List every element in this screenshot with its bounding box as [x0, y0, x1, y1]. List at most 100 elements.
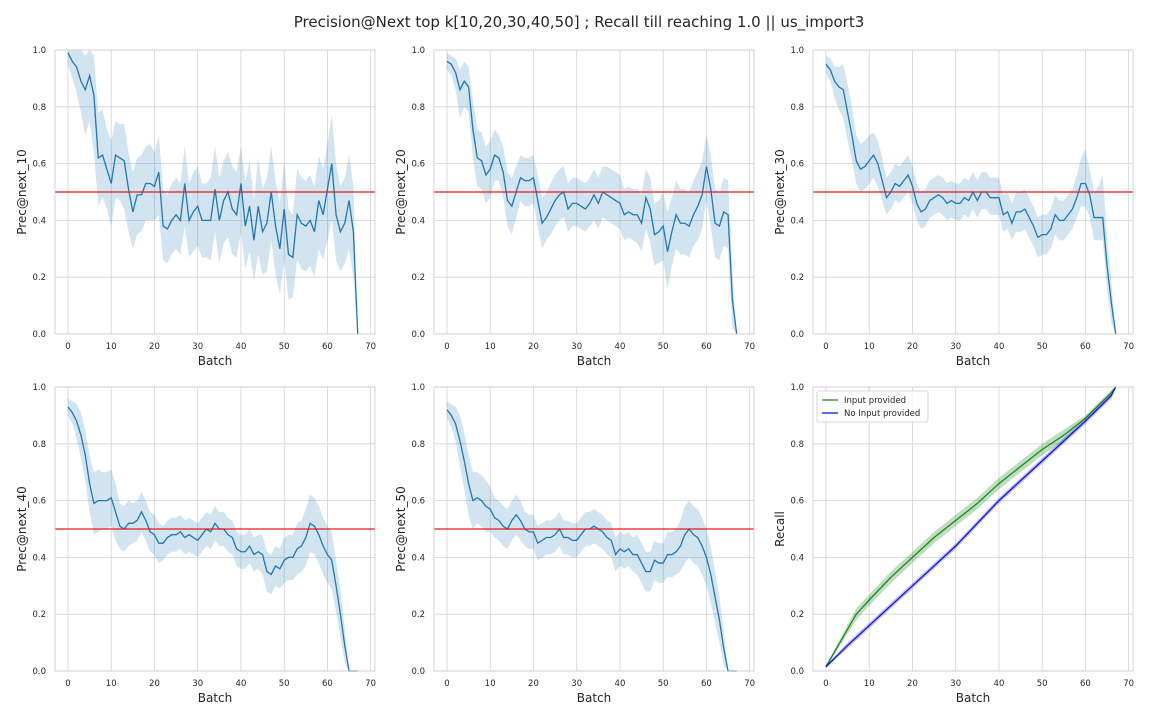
precision-line — [825, 63, 1117, 335]
x-tick-label: 50 — [1037, 342, 1048, 352]
x-tick-label: 60 — [322, 679, 333, 689]
y-tick-label: 0.8 — [32, 440, 46, 450]
y-tick-label: 0.4 — [32, 216, 46, 226]
subplot-1: 0 10 20 30 40 50 60 70 0.0 0.2 0.4 0.6 0.8 1.0 Batch Pr… — [15, 46, 376, 368]
y-tick-label: 0.0 — [411, 330, 425, 340]
y-tick-label: 0.6 — [790, 497, 804, 507]
x-axis-label: Batch — [198, 354, 233, 368]
x-axis-label: Batch — [956, 354, 991, 368]
x-tick-label: 0 — [823, 342, 828, 352]
y-tick-label: 0.0 — [411, 667, 425, 677]
x-tick-label: 30 — [950, 342, 961, 352]
y-tick-label: 0.6 — [411, 497, 425, 507]
x-tick-label: 70 — [1123, 679, 1134, 689]
y-axis-label: Prec@next_30 — [773, 149, 787, 235]
y-tick-label: 0.6 — [411, 160, 425, 170]
y-tick-label: 0.6 — [32, 160, 46, 170]
x-tick-label: 70 — [365, 679, 376, 689]
legend-box — [816, 390, 929, 423]
x-tick-label: 50 — [658, 679, 669, 689]
y-tick-label: 0.2 — [790, 273, 804, 283]
x-tick-label: 50 — [279, 342, 290, 352]
y-tick-label: 0.6 — [790, 160, 804, 170]
y-tick-label: 0.0 — [790, 330, 804, 340]
x-tick-label: 30 — [192, 679, 203, 689]
confidence-band — [446, 52, 737, 335]
x-tick-label: 60 — [322, 342, 333, 352]
x-tick-label: 0 — [823, 679, 828, 689]
x-tick-label: 20 — [149, 679, 160, 689]
x-tick-label: 50 — [279, 679, 290, 689]
x-tick-label: 30 — [571, 342, 582, 352]
y-tick-label: 1.0 — [411, 383, 425, 393]
x-tick-label: 10 — [864, 342, 875, 352]
x-tick-label: 40 — [615, 679, 626, 689]
input-provided-band — [825, 387, 1116, 669]
subplot-3: 0 10 20 30 40 50 60 70 0.0 0.2 0.4 0.6 0.8 1.0 Batch Pr… — [773, 46, 1134, 368]
x-tick-label: 40 — [236, 342, 247, 352]
x-tick-label: 40 — [236, 679, 247, 689]
plot-area — [813, 387, 1133, 671]
x-tick-label: 40 — [994, 679, 1005, 689]
plot-frame — [54, 49, 376, 335]
x-tick-label: 0 — [444, 342, 449, 352]
y-tick-label: 0.2 — [32, 610, 46, 620]
plot-frame — [433, 386, 755, 672]
subplot-6: 0 10 20 30 40 50 60 70 0.0 0.2 0.4 0.6 0.8 1.0 Batch Re… — [773, 383, 1134, 705]
y-tick-label: 0.2 — [411, 610, 425, 620]
y-axis-label: Prec@next_10 — [15, 149, 29, 235]
y-tick-label: 0.8 — [32, 103, 46, 113]
precision-line — [446, 409, 737, 672]
y-tick-label: 0.4 — [790, 553, 804, 563]
x-tick-label: 60 — [701, 679, 712, 689]
figure-title: Precision@Next top k[10,20,30,40,50] ; R… — [294, 13, 865, 32]
y-tick-label: 1.0 — [32, 46, 46, 56]
x-axis-label: Batch — [577, 691, 612, 705]
x-tick-label: 70 — [744, 342, 755, 352]
precision-line — [67, 406, 358, 672]
y-tick-label: 0.8 — [411, 440, 425, 450]
x-tick-label: 20 — [528, 679, 539, 689]
y-tick-label: 0.0 — [32, 667, 46, 677]
y-tick-label: 0.4 — [411, 553, 425, 563]
legend: Input provided No Input provided — [816, 390, 929, 423]
y-tick-label: 0.0 — [790, 667, 804, 677]
x-tick-label: 20 — [528, 342, 539, 352]
x-tick-label: 70 — [365, 342, 376, 352]
plot-frame — [812, 49, 1134, 335]
x-tick-label: 30 — [192, 342, 203, 352]
subplot-grid: 0 10 20 30 40 50 60 70 0.0 0.2 0.4 0.6 0.8 1.0 Batch Pr… — [15, 46, 1134, 705]
input-provided-line — [825, 386, 1117, 668]
x-tick-label: 50 — [658, 342, 669, 352]
x-tick-label: 0 — [65, 342, 70, 352]
y-tick-label: 1.0 — [411, 46, 425, 56]
x-tick-label: 20 — [907, 342, 918, 352]
y-tick-label: 0.6 — [32, 497, 46, 507]
x-tick-label: 10 — [106, 342, 117, 352]
x-axis-label: Batch — [198, 691, 233, 705]
y-tick-label: 0.2 — [411, 273, 425, 283]
x-tick-label: 10 — [106, 679, 117, 689]
confidence-band — [446, 401, 737, 671]
legend-label-no-input-provided: No Input provided — [844, 409, 920, 419]
x-axis-label: Batch — [577, 354, 612, 368]
x-tick-label: 30 — [571, 679, 582, 689]
x-tick-label: 40 — [615, 342, 626, 352]
subplot-2: 0 10 20 30 40 50 60 70 0.0 0.2 0.4 0.6 0.8 1.0 Batch Pr… — [394, 46, 755, 368]
x-tick-label: 60 — [1080, 342, 1091, 352]
x-tick-label: 30 — [950, 679, 961, 689]
x-tick-label: 10 — [485, 679, 496, 689]
x-tick-label: 10 — [864, 679, 875, 689]
subplot-4: 0 10 20 30 40 50 60 70 0.0 0.2 0.4 0.6 0.8 1.0 Batch Pr… — [15, 383, 376, 705]
plot-frame — [433, 49, 755, 335]
x-tick-label: 60 — [1080, 679, 1091, 689]
x-tick-label: 20 — [907, 679, 918, 689]
y-tick-label: 0.8 — [790, 103, 804, 113]
x-tick-label: 70 — [1123, 342, 1134, 352]
plot-frame — [812, 386, 1134, 672]
y-tick-label: 0.2 — [790, 610, 804, 620]
precision-line — [67, 52, 359, 335]
y-axis-label: Recall — [773, 511, 787, 547]
y-tick-label: 0.8 — [411, 103, 425, 113]
